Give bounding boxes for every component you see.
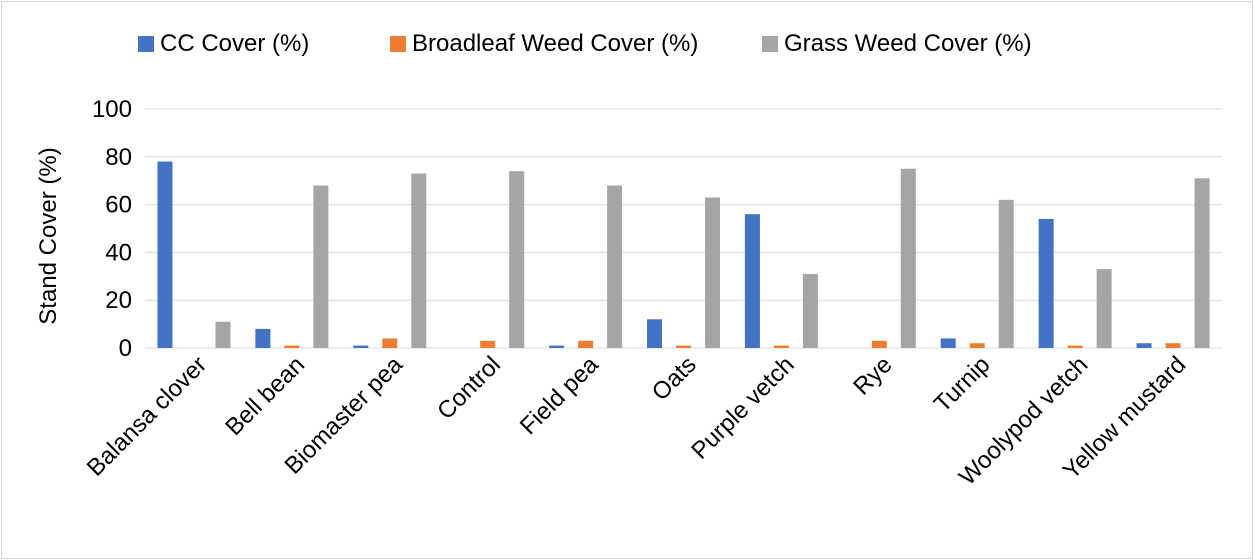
bar-broadleaf-weed-cover xyxy=(773,345,789,348)
legend-swatch xyxy=(762,36,778,52)
bar-cc-cover xyxy=(744,214,760,348)
bar-cc-cover xyxy=(647,319,662,348)
bar-broadleaf-weed-cover xyxy=(1165,343,1181,348)
legend: CC Cover (%) Broadleaf Weed Cover (%) Gras… xyxy=(138,30,1032,57)
bar-grass-weed-cover xyxy=(705,197,720,348)
legend-swatch xyxy=(390,36,406,52)
y-tick-label: 100 xyxy=(92,96,132,123)
bar-grass-weed-cover xyxy=(607,185,623,348)
bar-grass-weed-cover xyxy=(215,321,231,348)
y-tick-label: 80 xyxy=(105,144,132,171)
y-axis-label: Stand Cover (%) xyxy=(35,147,62,324)
bar-grass-weed-cover xyxy=(411,173,427,348)
bar-grass-weed-cover xyxy=(802,273,818,348)
bars xyxy=(157,161,1210,348)
bar-broadleaf-weed-cover xyxy=(1067,345,1083,348)
bar-broadleaf-weed-cover xyxy=(871,340,887,348)
bar-grass-weed-cover xyxy=(1096,269,1112,348)
bar-broadleaf-weed-cover xyxy=(382,338,398,348)
y-tick-label: 60 xyxy=(105,192,132,219)
bar-cc-cover xyxy=(255,328,271,348)
y-tick-label: 0 xyxy=(119,335,132,362)
legend-label: Grass Weed Cover (%) xyxy=(784,30,1032,57)
bar-cc-cover xyxy=(1038,218,1054,348)
y-axis-ticks: 0 20 40 60 80 100 xyxy=(92,96,132,362)
bar-broadleaf-weed-cover xyxy=(284,345,300,348)
legend-label: CC Cover (%) xyxy=(160,30,309,57)
bar-grass-weed-cover xyxy=(313,185,329,348)
bar-broadleaf-weed-cover xyxy=(969,343,985,348)
bar-grass-weed-cover xyxy=(998,199,1014,348)
bar-cc-cover xyxy=(157,161,173,348)
bar-grass-weed-cover xyxy=(900,168,916,348)
bar-broadleaf-weed-cover xyxy=(578,340,594,348)
bar-cc-cover xyxy=(353,345,369,348)
bar-broadleaf-weed-cover xyxy=(480,340,496,348)
y-tick-label: 40 xyxy=(105,239,132,266)
bar-grass-weed-cover xyxy=(1194,178,1210,348)
y-tick-label: 20 xyxy=(105,287,132,314)
bar-cc-cover xyxy=(549,345,565,348)
bar-cc-cover xyxy=(940,338,956,348)
legend-swatch xyxy=(138,36,154,52)
bar-cc-cover xyxy=(1136,343,1152,348)
bar-grass-weed-cover xyxy=(509,171,525,348)
legend-label: Broadleaf Weed Cover (%) xyxy=(412,30,698,57)
bar-broadleaf-weed-cover xyxy=(676,345,691,348)
